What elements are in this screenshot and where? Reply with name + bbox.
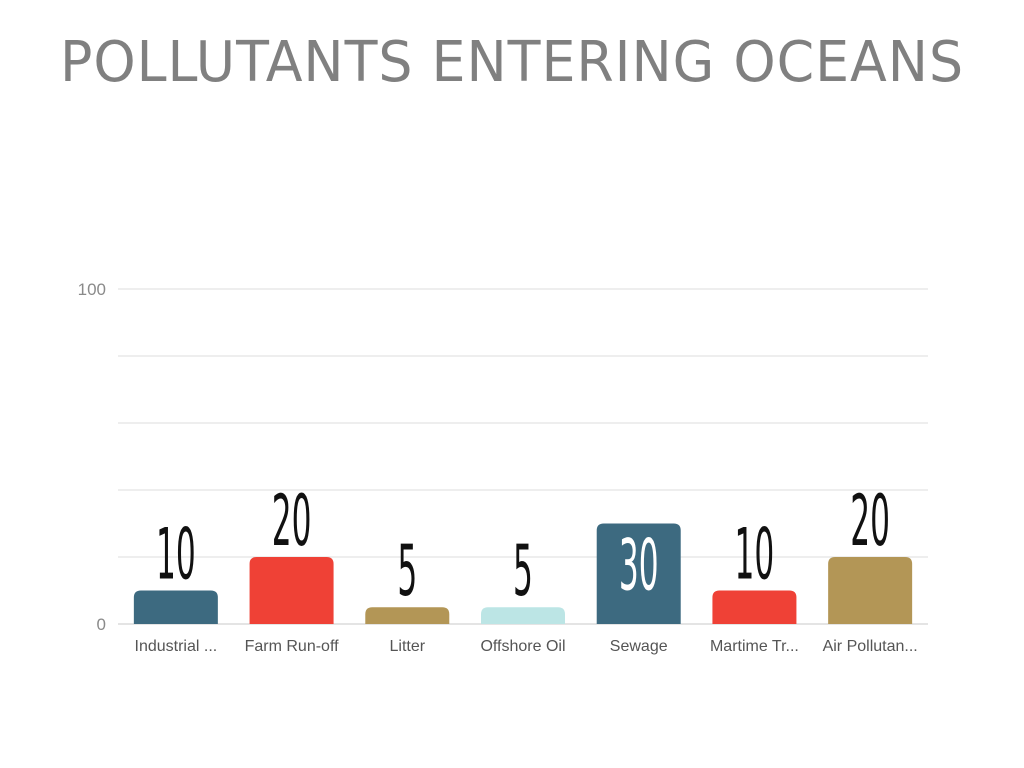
- x-tick-label: Martime Tr...: [710, 638, 799, 655]
- data-label: 20: [272, 482, 312, 563]
- bar: [828, 557, 913, 624]
- bar-group: 20 Farm Run-off: [245, 482, 340, 655]
- bar: [712, 590, 797, 624]
- data-label: 10: [735, 515, 775, 596]
- data-label: 5: [397, 532, 417, 613]
- bars: 10 Industrial ... 20 Farm Run-off 5 Litter 5 Of…: [133, 482, 918, 655]
- data-label: 30: [619, 526, 659, 607]
- bar: [133, 590, 218, 624]
- bar: [365, 607, 450, 624]
- bar: [481, 607, 565, 624]
- bar: [249, 557, 334, 624]
- x-tick-label: Litter: [389, 638, 425, 655]
- x-tick-label: Farm Run-off: [245, 638, 340, 655]
- bar-group: 5 Offshore Oil: [480, 532, 565, 655]
- y-tick-label-0: 0: [97, 615, 106, 634]
- data-label: 20: [850, 482, 890, 563]
- bar-group: 30 Sewage: [596, 523, 681, 655]
- data-label: 10: [156, 515, 196, 596]
- x-tick-label: Industrial ...: [135, 638, 218, 655]
- bar: [596, 523, 681, 624]
- page-title: POLLUTANTS ENTERING OCEANS: [59, 30, 965, 95]
- x-tick-label: Sewage: [610, 638, 668, 655]
- y-tick-label-100: 100: [78, 280, 106, 299]
- x-tick-label: Offshore Oil: [480, 638, 565, 655]
- bar-group: 10 Martime Tr...: [710, 515, 799, 655]
- bar-group: 10 Industrial ...: [133, 515, 218, 655]
- bar-group: 20 Air Pollutan...: [823, 482, 918, 655]
- x-tick-label: Air Pollutan...: [823, 638, 918, 655]
- data-label: 5: [513, 532, 533, 613]
- bar-group: 5 Litter: [365, 532, 450, 655]
